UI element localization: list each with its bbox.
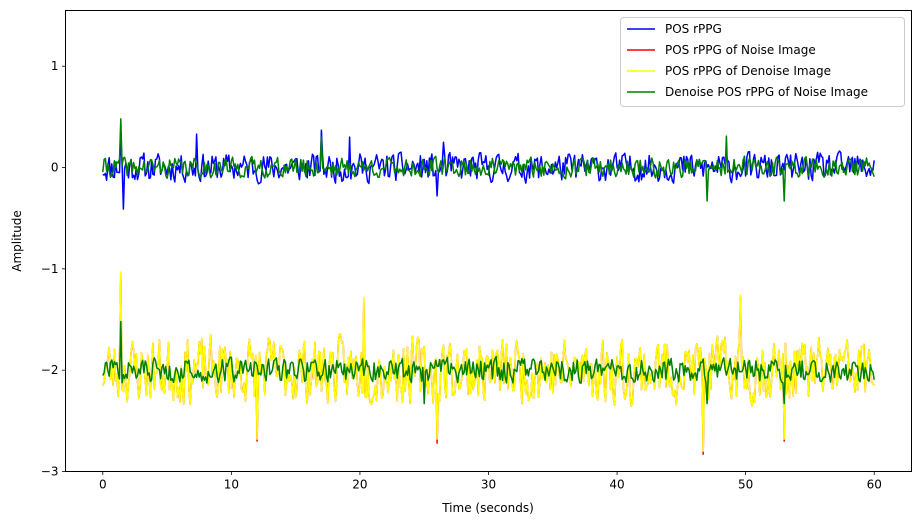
series-layer: [102, 118, 875, 456]
tick-layer: 0 10 20 30 40 50 60 −3 −2 −1 0 1: [41, 59, 882, 491]
y-tick-label: 1: [51, 59, 59, 73]
legend-label: POS rPPG of Noise Image: [665, 43, 816, 57]
legend-label: POS rPPG of Denoise Image: [665, 64, 831, 78]
y-axis-label: Amplitude: [10, 210, 24, 272]
legend-label: POS rPPG: [665, 22, 722, 36]
y-tick-label: −2: [41, 363, 59, 377]
x-tick-label: 0: [99, 478, 107, 492]
x-tick-label: 60: [867, 478, 882, 492]
x-axis-label: Time (seconds): [441, 501, 534, 515]
y-tick-label: −3: [41, 465, 59, 479]
legend: POS rPPG POS rPPG of Noise Image POS rPPG…: [620, 17, 905, 107]
y-tick-label: 0: [51, 161, 59, 175]
series-line-4: [102, 320, 875, 405]
legend-label: Denoise POS rPPG of Noise Image: [665, 85, 868, 99]
x-tick-label: 10: [224, 478, 239, 492]
x-tick-label: 40: [609, 478, 624, 492]
y-tick-label: −1: [41, 262, 59, 276]
series-line-3: [102, 118, 875, 202]
series-line-2: [102, 271, 875, 452]
x-tick-label: 30: [481, 478, 496, 492]
x-tick-label: 50: [738, 478, 753, 492]
x-tick-label: 20: [352, 478, 367, 492]
legend-box: [620, 17, 905, 107]
